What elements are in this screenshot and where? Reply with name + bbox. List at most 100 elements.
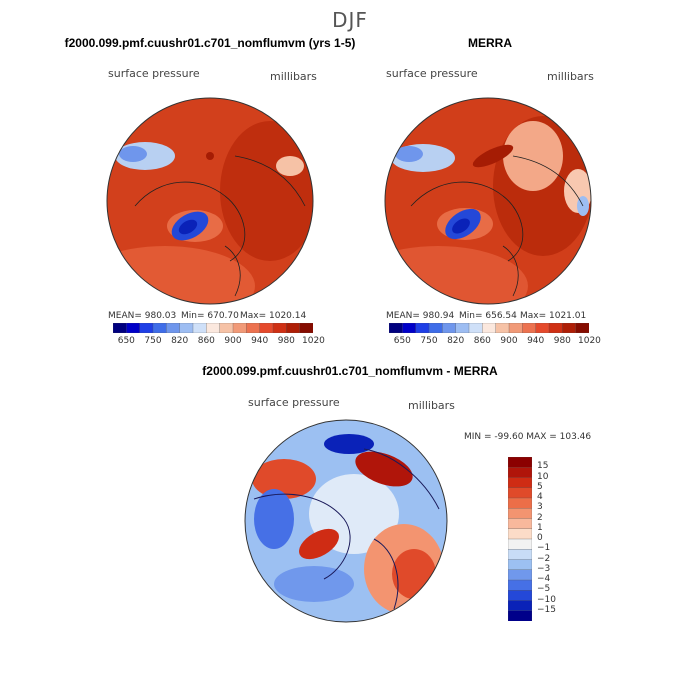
colorbar-tick-label: 980: [553, 336, 571, 346]
colorbar-swatch: [508, 559, 532, 571]
colorbar-tick-label: 860: [197, 336, 215, 346]
colorbar-swatch: [508, 569, 532, 581]
colorbar-swatch: [126, 323, 141, 333]
panel-2-colorbar: [389, 323, 589, 333]
colorbar-tick-label: 10: [537, 471, 549, 482]
colorbar-swatch: [482, 323, 497, 333]
colorbar-tick-label: 750: [420, 336, 438, 346]
colorbar-swatch: [455, 323, 470, 333]
colorbar-swatch: [192, 323, 207, 333]
colorbar-tick-label: −3: [537, 563, 551, 574]
colorbar-swatch: [232, 323, 247, 333]
colorbar-swatch: [508, 538, 532, 550]
figure-title: DJF: [332, 8, 368, 32]
map-3-contour-b: [363, 448, 440, 510]
panel-3-minmax: MIN = -99.60 MAX = 103.46: [464, 432, 592, 442]
map-1-arctic-feature: [206, 152, 214, 160]
map-2-arctic-feature: [472, 144, 514, 168]
panel-1-map: [106, 97, 314, 305]
colorbar-swatch: [179, 323, 194, 333]
colorbar-swatch: [508, 467, 532, 478]
map-1-greenland-core: [178, 219, 198, 235]
colorbar-swatch: [113, 323, 127, 333]
map-1-siberian-high: [220, 121, 313, 261]
colorbar-swatch: [508, 487, 532, 499]
map-3-contour-c: [373, 538, 399, 610]
map-3-atlantic-negative: [274, 566, 354, 602]
colorbar-tick-label: 5: [537, 481, 543, 492]
panel-2-mean: MEAN= 980.94: [386, 311, 455, 321]
panel-3-colorbar-ticks: 15 10 5 4 3 2 1 0 −1 −2 −3 −4 −5 −10 −15: [537, 457, 567, 621]
colorbar-swatch: [508, 590, 532, 601]
colorbar-swatch: [508, 610, 532, 621]
panel-1-title: f2000.099.pmf.cuushr01.c701_nomflumvm (y…: [64, 36, 356, 50]
panel-2-min: Min= 656.54: [459, 311, 517, 321]
colorbar-swatch: [166, 323, 181, 333]
map-1-coastline-a: [134, 181, 246, 262]
colorbar-swatch: [415, 323, 430, 333]
colorbar-swatch: [508, 518, 532, 530]
panel-1-mean: MEAN= 980.03: [108, 311, 177, 321]
map-2-asia-highlands: [503, 121, 563, 191]
panel-2-max: Max= 1021.01: [520, 311, 587, 321]
colorbar-swatch: [508, 549, 532, 560]
colorbar-swatch: [508, 323, 523, 333]
panel-3-title: f2000.099.pmf.cuushr01.c701_nomflumvm - …: [202, 364, 498, 378]
colorbar-swatch: [402, 323, 417, 333]
colorbar-swatch: [246, 323, 261, 333]
colorbar-tick-label: 0: [537, 533, 543, 543]
colorbar-swatch: [468, 323, 483, 333]
colorbar-swatch: [139, 323, 154, 333]
colorbar-tick-label: −4: [537, 574, 551, 584]
panel-1-min: Min= 670.70: [181, 311, 239, 321]
panel-1-max: Max= 1020.14: [240, 311, 307, 321]
map-2-coastline-b: [512, 155, 584, 207]
colorbar-swatch: [286, 323, 301, 333]
panel-3-colorbar: [508, 457, 532, 621]
map-2-coastline-c: [502, 245, 519, 297]
map-3-north-negative: [324, 434, 374, 454]
colorbar-tick-label: 900: [500, 336, 518, 346]
colorbar-tick-label: 820: [171, 336, 189, 346]
map-1-border: [106, 97, 314, 305]
colorbar-swatch: [259, 323, 274, 333]
map-3-greenland-positive: [299, 528, 339, 560]
colorbar-tick-label: 15: [537, 461, 549, 472]
colorbar-swatch: [508, 497, 532, 509]
panel-1-units-label: millibars: [270, 70, 317, 83]
colorbar-tick-label: 900: [224, 336, 242, 346]
colorbar-tick-label: 650: [393, 336, 411, 346]
colorbar-tick-label: 1020: [578, 336, 601, 346]
panel-3-variable-label: surface pressure: [248, 396, 340, 409]
colorbar-swatch: [535, 323, 550, 333]
colorbar-swatch: [508, 477, 532, 489]
colorbar-tick-label: −5: [537, 584, 551, 595]
colorbar-swatch: [389, 323, 403, 333]
panel-2-map: [384, 97, 592, 305]
map-2-greenland-core: [452, 218, 470, 234]
colorbar-swatch: [272, 323, 287, 333]
map-3-america-positive: [252, 459, 316, 499]
colorbar-tick-label: 750: [144, 336, 162, 346]
map-1-coastline-c: [224, 245, 241, 297]
colorbar-tick-label: 4: [537, 492, 543, 502]
colorbar-tick-label: 3: [537, 502, 543, 513]
colorbar-swatch: [522, 323, 537, 333]
colorbar-tick-label: −10: [537, 594, 556, 605]
map-3-border: [244, 419, 448, 623]
colorbar-swatch: [442, 323, 457, 333]
panel-2-colorbar-ticks: 650 750 820 860 900 940 980 1020: [389, 336, 601, 348]
colorbar-swatch: [508, 457, 532, 468]
colorbar-swatch: [299, 323, 313, 333]
map-1-rockies-core: [119, 146, 147, 162]
map-3-pacific-negative: [254, 489, 294, 549]
map-2-rockies-core: [395, 146, 423, 162]
map-3-contour-a: [253, 493, 351, 580]
colorbar-tick-label: 2: [537, 512, 543, 523]
panel-2-units-label: millibars: [547, 70, 594, 83]
map-2-coastline-a: [410, 181, 524, 262]
colorbar-swatch: [495, 323, 510, 333]
panel-1-colorbar-ticks: 650 750 820 860 900 940 980 1020: [113, 336, 325, 348]
colorbar-swatch: [562, 323, 577, 333]
colorbar-tick-label: −1: [537, 543, 551, 554]
